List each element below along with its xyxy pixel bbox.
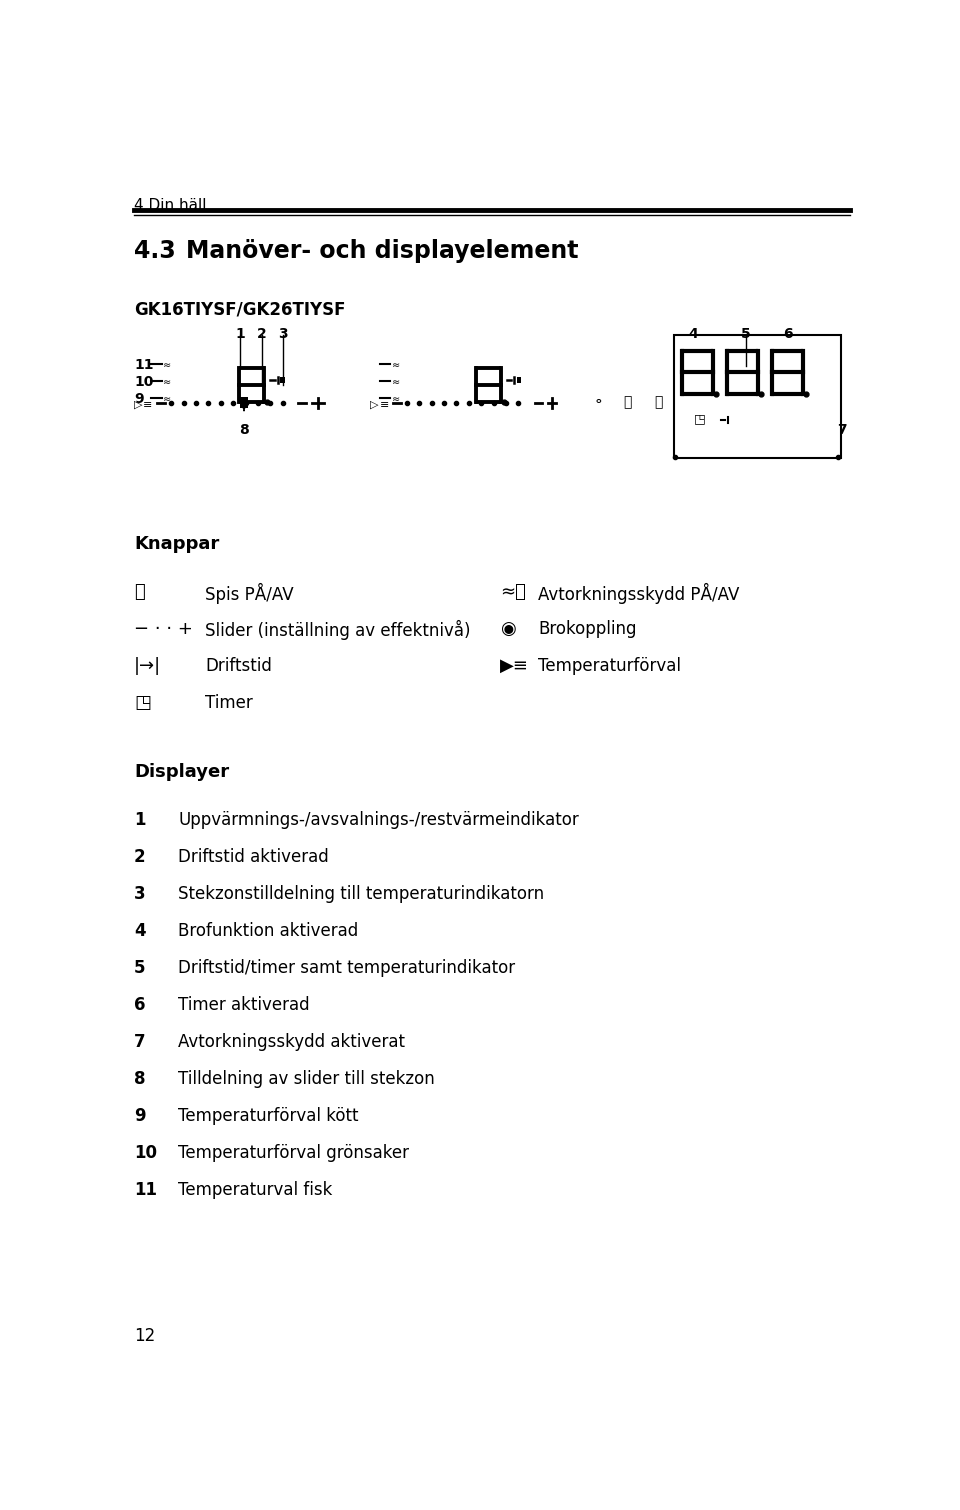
Text: 1: 1 <box>235 328 245 341</box>
Bar <box>674 335 841 459</box>
Text: ▷: ▷ <box>134 400 142 409</box>
Text: Slider (inställning av effektnivå): Slider (inställning av effektnivå) <box>205 621 470 640</box>
Text: ≈: ≈ <box>392 394 400 403</box>
Text: Manöver- och displayelement: Manöver- och displayelement <box>186 239 578 263</box>
Text: ≡: ≡ <box>379 400 389 409</box>
Text: Avtorkningsskydd aktiverat: Avtorkningsskydd aktiverat <box>179 1033 405 1051</box>
Text: |→|: |→| <box>134 657 161 675</box>
Text: Stekzonstilldelning till temperaturindikatorn: Stekzonstilldelning till temperaturindik… <box>179 885 544 903</box>
Text: 8: 8 <box>134 1069 146 1087</box>
Text: ⚬: ⚬ <box>592 396 605 409</box>
Text: 6: 6 <box>783 328 793 341</box>
Text: Temperaturförval grönsaker: Temperaturförval grönsaker <box>179 1143 409 1161</box>
Text: ◉: ◉ <box>500 621 516 639</box>
Text: ⏻: ⏻ <box>624 396 632 409</box>
Text: Temperaturval fisk: Temperaturval fisk <box>179 1181 332 1199</box>
Text: 9: 9 <box>134 1107 146 1125</box>
Text: ≈: ≈ <box>392 359 400 370</box>
Text: Driftstid aktiverad: Driftstid aktiverad <box>179 849 329 867</box>
Text: Displayer: Displayer <box>134 764 229 781</box>
Text: ▶≡: ▶≡ <box>500 657 529 675</box>
Text: Avtorkningsskydd PÅ/AV: Avtorkningsskydd PÅ/AV <box>539 583 740 604</box>
Text: ◳: ◳ <box>134 695 151 713</box>
Text: Timer aktiverad: Timer aktiverad <box>179 997 310 1013</box>
Text: 10: 10 <box>134 1143 156 1161</box>
Text: ≡: ≡ <box>143 400 153 409</box>
Text: 1: 1 <box>134 811 146 829</box>
Text: 2: 2 <box>134 849 146 867</box>
Text: 8: 8 <box>239 423 249 436</box>
Text: GK16TIYSF/GK26TIYSF: GK16TIYSF/GK26TIYSF <box>134 300 346 319</box>
Bar <box>516 378 521 384</box>
Text: − · · +: − · · + <box>134 621 193 639</box>
Text: Spis PÅ/AV: Spis PÅ/AV <box>205 583 294 604</box>
Text: 9: 9 <box>134 393 144 406</box>
Text: Uppvärmnings-/avsvalnings-/restvärmeindikator: Uppvärmnings-/avsvalnings-/restvärmeindi… <box>179 811 579 829</box>
Text: 10: 10 <box>134 376 154 390</box>
Text: 4 Din häll: 4 Din häll <box>134 198 206 213</box>
Bar <box>280 378 285 384</box>
Text: ✋: ✋ <box>655 396 663 409</box>
Text: 4: 4 <box>134 923 146 939</box>
Text: 11: 11 <box>134 358 154 373</box>
Text: Tilldelning av slider till stekzon: Tilldelning av slider till stekzon <box>179 1069 435 1087</box>
Text: Temperaturförval: Temperaturförval <box>539 657 682 675</box>
Text: 4: 4 <box>688 328 698 341</box>
Text: 2: 2 <box>257 328 267 341</box>
Text: Brokoppling: Brokoppling <box>539 621 637 639</box>
Text: 3: 3 <box>134 885 146 903</box>
Text: 7: 7 <box>837 423 847 436</box>
Text: ≈: ≈ <box>392 378 400 387</box>
Text: ≈: ≈ <box>163 378 172 387</box>
Text: 4.3: 4.3 <box>134 239 176 263</box>
Text: ≈: ≈ <box>163 394 172 403</box>
Text: ▷: ▷ <box>371 400 379 409</box>
Text: Knappar: Knappar <box>134 536 219 553</box>
Text: ≈: ≈ <box>163 359 172 370</box>
Text: ◳: ◳ <box>693 412 706 426</box>
Text: Driftstid/timer samt temperaturindikator: Driftstid/timer samt temperaturindikator <box>179 959 516 977</box>
Text: 7: 7 <box>134 1033 146 1051</box>
Text: 5: 5 <box>741 328 751 341</box>
Text: ⎉: ⎉ <box>134 583 145 601</box>
Text: 12: 12 <box>134 1327 156 1345</box>
Text: Driftstid: Driftstid <box>205 657 272 675</box>
Text: Brofunktion aktiverad: Brofunktion aktiverad <box>179 923 358 939</box>
Text: Timer: Timer <box>205 695 253 713</box>
Text: 3: 3 <box>278 328 288 341</box>
Bar <box>240 397 248 408</box>
Text: ≈✋: ≈✋ <box>500 583 526 601</box>
Text: 6: 6 <box>134 997 146 1013</box>
Text: 11: 11 <box>134 1181 156 1199</box>
Text: 5: 5 <box>134 959 146 977</box>
Text: Temperaturförval kött: Temperaturförval kött <box>179 1107 359 1125</box>
